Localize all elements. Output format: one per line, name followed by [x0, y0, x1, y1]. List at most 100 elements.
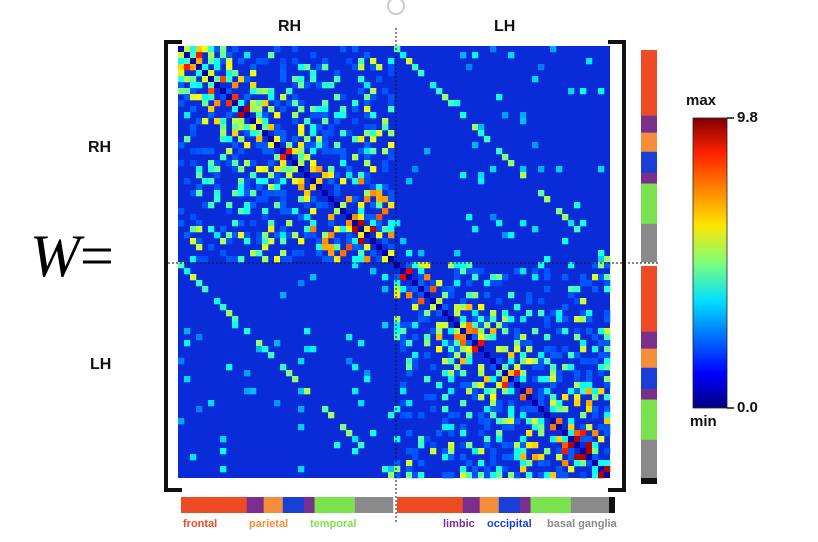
matrix-cell	[388, 202, 394, 208]
matrix-cell	[286, 166, 292, 172]
matrix-cell	[592, 334, 598, 340]
matrix-cell	[292, 94, 298, 100]
matrix-cell	[586, 424, 592, 430]
matrix-cell	[394, 328, 400, 334]
matrix-cell	[496, 430, 502, 436]
matrix-diagonal-cell	[418, 286, 424, 292]
matrix-cell	[304, 82, 310, 88]
matrix-cell	[562, 304, 568, 310]
matrix-cell	[370, 130, 376, 136]
region-segment-frontal	[641, 50, 657, 116]
matrix-cell	[442, 424, 448, 430]
matrix-cell	[490, 316, 496, 322]
legend-basal-ganglia: basal ganglia	[547, 518, 617, 530]
matrix-cell	[526, 406, 532, 412]
matrix-cell	[424, 376, 430, 382]
matrix-cell	[238, 220, 244, 226]
matrix-cell	[592, 406, 598, 412]
matrix-cell	[304, 142, 310, 148]
matrix-cell	[292, 166, 298, 172]
matrix-cell	[496, 322, 502, 328]
matrix-cell	[190, 130, 196, 136]
matrix-cell	[418, 70, 424, 76]
matrix-diagonal-cell	[340, 208, 346, 214]
matrix-cell	[496, 370, 502, 376]
matrix-cell	[190, 46, 196, 52]
matrix-cell	[448, 430, 454, 436]
matrix-cell	[352, 448, 358, 454]
matrix-cell	[454, 346, 460, 352]
matrix-diagonal-cell	[526, 394, 532, 400]
matrix-cell	[496, 298, 502, 304]
matrix-cell	[412, 364, 418, 370]
matrix-cell	[562, 364, 568, 370]
matrix-cell	[382, 274, 388, 280]
matrix-cell	[286, 142, 292, 148]
matrix-cell	[256, 58, 262, 64]
matrix-cell	[556, 352, 562, 358]
matrix-cell	[298, 106, 304, 112]
matrix-cell	[586, 310, 592, 316]
matrix-cell	[358, 208, 364, 214]
header-rh-label: RH	[278, 18, 301, 36]
matrix-cell	[250, 220, 256, 226]
matrix-cell	[502, 232, 508, 238]
matrix-cell	[454, 334, 460, 340]
matrix-cell	[550, 364, 556, 370]
matrix-cell	[328, 178, 334, 184]
matrix-cell	[526, 388, 532, 394]
matrix-diagonal-cell	[376, 244, 382, 250]
matrix-cell	[412, 472, 418, 478]
matrix-cell	[568, 352, 574, 358]
matrix-cell	[598, 436, 604, 442]
matrix-cell	[586, 460, 592, 466]
matrix-cell	[388, 232, 394, 238]
matrix-cell	[568, 220, 574, 226]
matrix-cell	[484, 418, 490, 424]
matrix-cell	[364, 244, 370, 250]
matrix-cell	[232, 220, 238, 226]
matrix-cell	[484, 442, 490, 448]
matrix-cell	[298, 178, 304, 184]
matrix-cell	[496, 94, 502, 100]
matrix-cell	[190, 190, 196, 196]
matrix-cell	[256, 88, 262, 94]
matrix-diagonal-cell	[496, 364, 502, 370]
matrix-cell	[190, 82, 196, 88]
matrix-cell	[556, 418, 562, 424]
matrix-diagonal-cell	[256, 124, 262, 130]
matrix-cell	[214, 100, 220, 106]
matrix-cell	[358, 76, 364, 82]
matrix-cell	[430, 304, 436, 310]
region-segment-parietal	[264, 497, 283, 513]
matrix-cell	[382, 124, 388, 130]
matrix-cell	[478, 304, 484, 310]
matrix-cell	[220, 130, 226, 136]
matrix-cell	[286, 100, 292, 106]
matrix-cell	[268, 88, 274, 94]
matrix-cell	[424, 148, 430, 154]
matrix-cell	[352, 46, 358, 52]
matrix-cell	[370, 94, 376, 100]
matrix-cell	[370, 136, 376, 142]
matrix-cell	[388, 196, 394, 202]
matrix-cell	[592, 442, 598, 448]
matrix-cell	[520, 448, 526, 454]
legend-parietal: parietal	[249, 518, 288, 530]
matrix-cell	[550, 46, 556, 52]
matrix-cell	[574, 316, 580, 322]
matrix-cell	[190, 226, 196, 232]
matrix-cell	[520, 406, 526, 412]
matrix-cell	[418, 274, 424, 280]
matrix-cell	[334, 442, 340, 448]
matrix-cell	[244, 232, 250, 238]
matrix-cell	[538, 166, 544, 172]
matrix-cell	[226, 232, 232, 238]
matrix-cell	[406, 364, 412, 370]
matrix-cell	[226, 202, 232, 208]
matrix-cell	[196, 46, 202, 52]
matrix-cell	[406, 460, 412, 466]
matrix-cell	[394, 46, 400, 52]
matrix-cell	[292, 100, 298, 106]
matrix-diagonal-cell	[250, 118, 256, 124]
